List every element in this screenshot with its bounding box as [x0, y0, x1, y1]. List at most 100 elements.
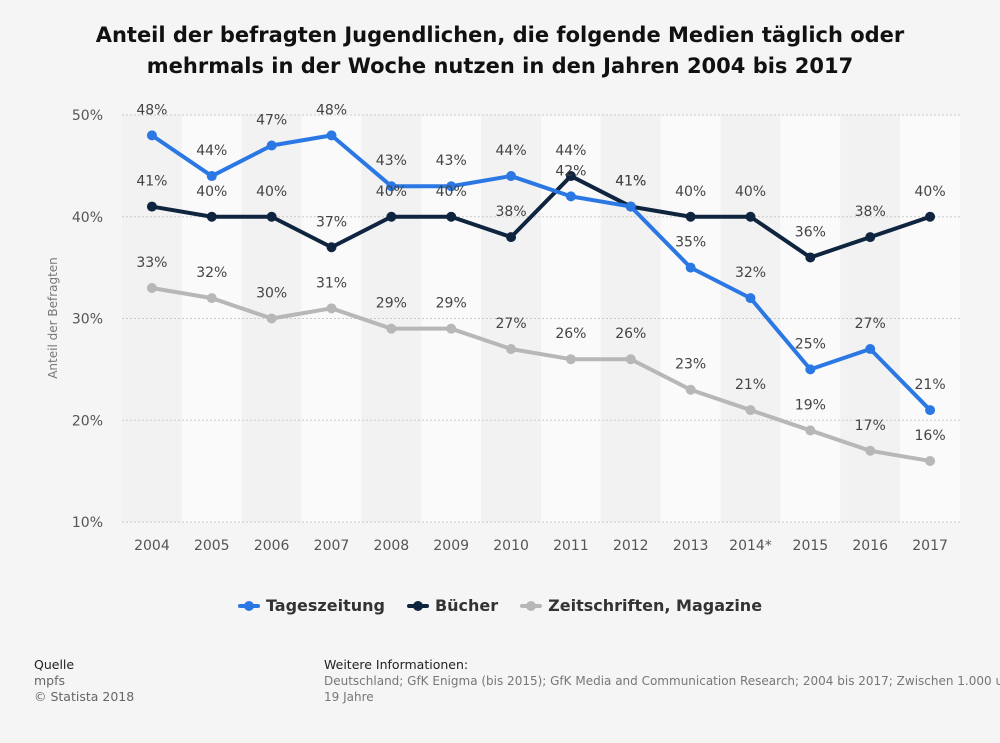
info-heading: Weitere Informationen:	[324, 657, 469, 672]
data-label: 48%	[316, 102, 347, 118]
data-label: 29%	[376, 296, 407, 312]
data-point	[685, 262, 696, 273]
data-label: 19%	[795, 397, 826, 413]
data-point	[925, 405, 936, 416]
data-label: 17%	[855, 418, 886, 434]
data-point	[865, 445, 876, 456]
x-tick-label: 2009	[433, 538, 469, 554]
data-point	[206, 211, 217, 222]
data-label: 32%	[735, 265, 766, 281]
legend-label: Zeitschriften, Magazine	[548, 596, 763, 615]
data-label: 23%	[675, 357, 706, 373]
data-point	[925, 211, 936, 222]
data-point	[446, 323, 457, 334]
data-label: 32%	[196, 265, 227, 281]
y-axis-ticks: 10% 20% 30% 40% 50%	[72, 108, 103, 531]
data-point	[146, 282, 157, 293]
legend-item[interactable]: Zeitschriften, Magazine	[520, 596, 762, 615]
data-point	[625, 354, 636, 365]
series-lines	[146, 130, 936, 466]
x-tick-label: 2011	[553, 538, 589, 554]
data-label: 43%	[436, 153, 467, 169]
data-label: 41%	[615, 174, 646, 190]
data-point	[446, 181, 457, 192]
data-label: 38%	[855, 204, 886, 220]
x-tick-label: 2017	[912, 538, 948, 554]
data-point	[745, 293, 756, 304]
x-tick-label: 2010	[493, 538, 529, 554]
y-axis-label: Anteil der Befragten	[46, 257, 60, 379]
x-tick-label: 2014*	[729, 538, 772, 554]
legend-swatch-icon	[237, 600, 260, 611]
data-labels: 48% 44% 47% 48% 43% 43% 44% 42% 41% 35% 32% 25% 27% 2…	[136, 102, 945, 444]
y-tick-label: 20%	[72, 413, 103, 429]
y-tick-label: 50%	[72, 108, 103, 124]
data-label: 33%	[136, 255, 167, 271]
data-point	[146, 201, 157, 212]
x-tick-label: 2004	[134, 538, 170, 554]
copyright: © Statista 2018	[34, 689, 135, 704]
data-label: 41%	[136, 174, 167, 190]
source-heading: Quelle	[34, 657, 75, 672]
data-point	[805, 425, 816, 436]
x-tick-label: 2006	[254, 538, 290, 554]
data-point	[805, 252, 816, 263]
series-line	[149, 174, 933, 260]
legend-item[interactable]: Bücher	[406, 596, 499, 615]
x-tick-label: 2013	[673, 538, 709, 554]
source-name: mpfs	[34, 673, 66, 688]
legend-swatch-icon	[520, 600, 543, 611]
x-tick-label: 2012	[613, 538, 649, 554]
data-point	[865, 344, 876, 355]
x-tick-label: 2007	[314, 538, 350, 554]
source-block: Quelle mpfs © Statista 2018	[34, 657, 134, 705]
data-point	[565, 191, 576, 202]
data-label: 41%	[615, 174, 646, 190]
x-tick-label: 2015	[793, 538, 829, 554]
data-label: 44%	[196, 143, 227, 159]
data-point	[685, 384, 696, 395]
info-text: Deutschland; GfK Enigma (bis 2015); GfK …	[324, 674, 1000, 688]
data-label: 27%	[855, 316, 886, 332]
data-label: 40%	[675, 184, 706, 200]
chart-title-line-1: Anteil der befragten Jugendlichen, die f…	[95, 23, 905, 47]
legend-item[interactable]: Tageszeitung	[237, 596, 385, 615]
data-label: 42%	[555, 163, 586, 179]
data-label: 47%	[256, 113, 287, 129]
data-label: 44%	[555, 143, 586, 159]
data-point	[506, 232, 517, 243]
data-label: 40%	[376, 184, 407, 200]
chart-title: Anteil der befragten Jugendlichen, die f…	[0, 20, 1000, 82]
data-label: 35%	[675, 235, 706, 251]
legend: Tageszeitung Bücher Zeitschriften, Magazin…	[0, 596, 1000, 615]
data-label: 25%	[795, 336, 826, 352]
data-point	[745, 405, 756, 416]
data-point	[386, 323, 397, 334]
x-axis-ticks: 2004 2005 2006 2007 2008 2009 2010 2011 2012 2013…	[134, 538, 948, 554]
data-label: 26%	[555, 326, 586, 342]
data-point	[506, 344, 517, 355]
data-label: 40%	[256, 184, 287, 200]
data-point	[206, 293, 217, 304]
data-point	[266, 140, 277, 151]
data-point	[685, 211, 696, 222]
data-point	[565, 171, 576, 182]
y-tick-label: 10%	[72, 515, 103, 531]
legend-label: Bücher	[434, 596, 499, 615]
data-label: 27%	[496, 316, 527, 332]
data-label: 38%	[496, 204, 527, 220]
data-point	[146, 130, 157, 141]
chart-title-line-2: mehrmals in der Woche nutzen in den Jahr…	[146, 54, 854, 78]
y-tick-label: 30%	[72, 312, 103, 328]
data-point	[506, 171, 517, 182]
data-label: 40%	[436, 184, 467, 200]
data-point	[326, 303, 337, 314]
data-label: 29%	[436, 296, 467, 312]
data-point	[206, 171, 217, 182]
data-label: 43%	[376, 153, 407, 169]
data-label: 48%	[136, 102, 167, 118]
info-block: Weitere Informationen: Deutschland; GfK …	[324, 657, 1000, 705]
data-point	[386, 181, 397, 192]
legend-label: Tageszeitung	[265, 596, 385, 615]
data-point	[745, 211, 756, 222]
